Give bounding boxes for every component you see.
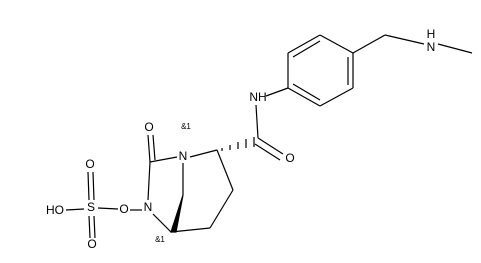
- atom-label: NH: [249, 90, 266, 104]
- atom-label: O: [87, 237, 96, 251]
- atom-label: S: [87, 200, 95, 214]
- atom-label: N: [427, 40, 436, 54]
- atom-label: O: [285, 151, 294, 165]
- atom-label: N: [179, 149, 188, 163]
- bonds: [65, 34, 473, 239]
- atom-label: O: [85, 157, 94, 171]
- stereo-label: &1: [181, 122, 191, 131]
- atom-labels: NH N H O O N N O S O O HO &1 &1: [46, 27, 435, 251]
- atom-label: N: [144, 200, 153, 214]
- stereo-label: &1: [155, 235, 165, 244]
- atom-label: O: [119, 202, 128, 216]
- atom-label: H: [427, 27, 436, 41]
- atom-label: O: [144, 120, 153, 134]
- atom-label: HO: [46, 203, 64, 217]
